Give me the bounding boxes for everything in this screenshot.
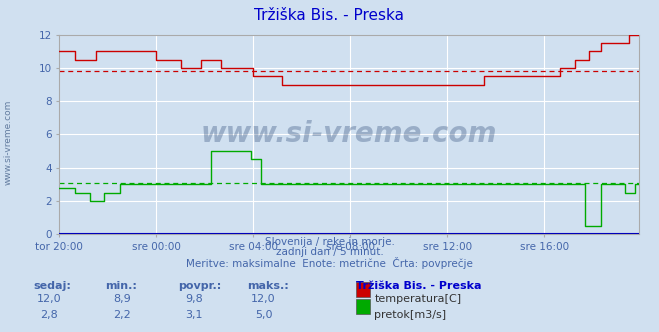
Text: 12,0: 12,0 xyxy=(37,294,62,304)
Text: Slovenija / reke in morje.: Slovenija / reke in morje. xyxy=(264,237,395,247)
Text: povpr.:: povpr.: xyxy=(178,281,221,290)
Text: www.si-vreme.com: www.si-vreme.com xyxy=(201,121,498,148)
Text: 3,1: 3,1 xyxy=(186,310,203,320)
Text: pretok[m3/s]: pretok[m3/s] xyxy=(374,310,446,320)
Text: maks.:: maks.: xyxy=(247,281,289,290)
Text: 2,2: 2,2 xyxy=(113,310,130,320)
Text: Tržiška Bis. - Preska: Tržiška Bis. - Preska xyxy=(356,281,481,290)
Text: min.:: min.: xyxy=(105,281,137,290)
Text: zadnji dan / 5 minut.: zadnji dan / 5 minut. xyxy=(275,247,384,257)
Text: temperatura[C]: temperatura[C] xyxy=(374,294,461,304)
Text: 9,8: 9,8 xyxy=(186,294,203,304)
Text: 8,9: 8,9 xyxy=(113,294,130,304)
Text: www.si-vreme.com: www.si-vreme.com xyxy=(3,100,13,186)
Text: Meritve: maksimalne  Enote: metrične  Črta: povprečje: Meritve: maksimalne Enote: metrične Črta… xyxy=(186,257,473,269)
Text: 12,0: 12,0 xyxy=(251,294,276,304)
Text: sedaj:: sedaj: xyxy=(33,281,71,290)
Text: 5,0: 5,0 xyxy=(255,310,272,320)
Text: Tržiška Bis. - Preska: Tržiška Bis. - Preska xyxy=(254,8,405,23)
Text: 2,8: 2,8 xyxy=(41,310,58,320)
